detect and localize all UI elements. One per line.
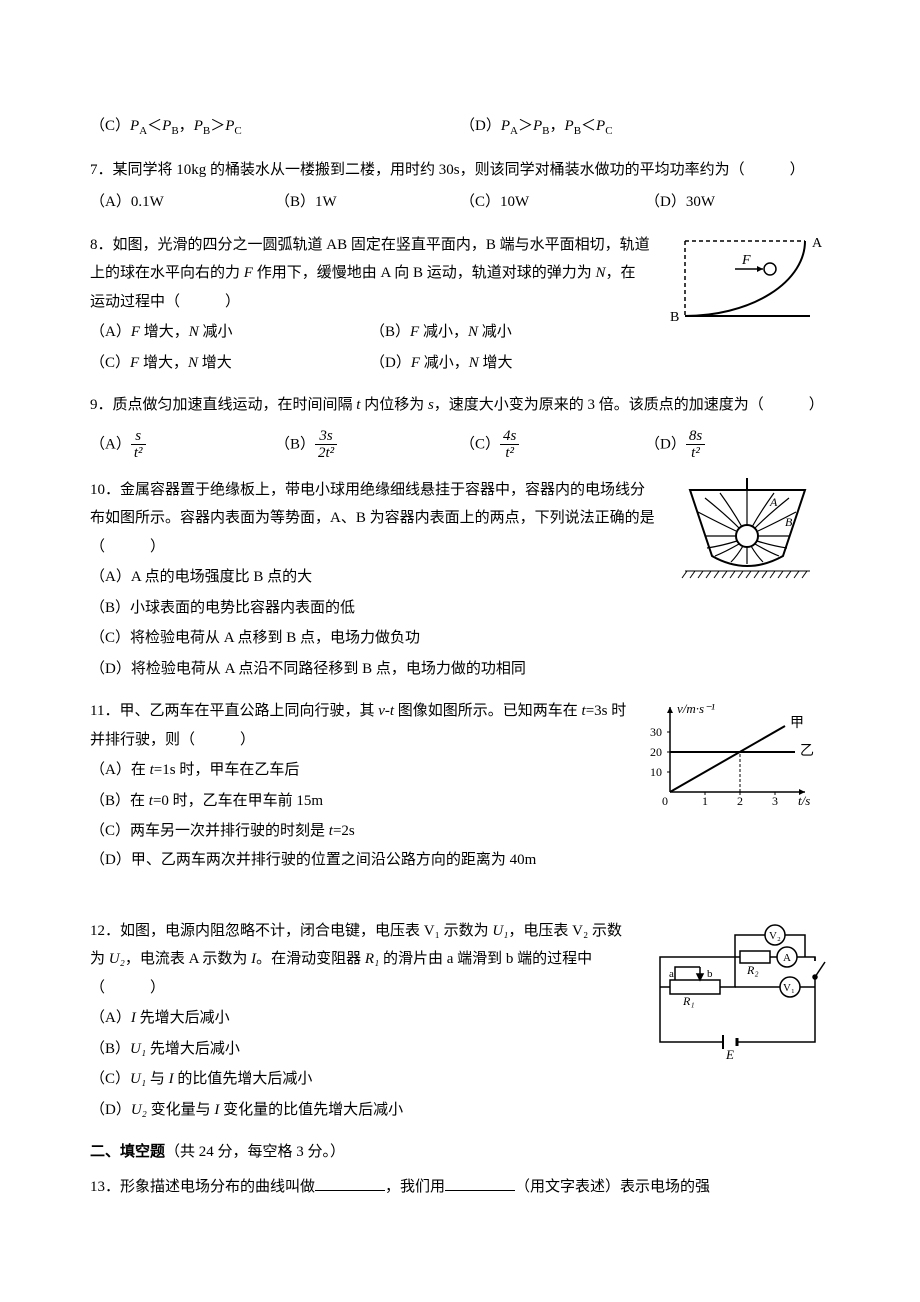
q10-figure-fieldlines: A B (665, 476, 830, 602)
q9-opt-b: （B）3s2t² (275, 428, 460, 462)
svg-text:乙: 乙 (800, 743, 814, 759)
q9-opt-d: （D）8st² (645, 428, 830, 462)
q9-opt-c: （C）4st² (460, 428, 645, 462)
svg-text:R₂: R₂ (746, 963, 759, 977)
q7-text: 7．某同学将 10kg 的桶装水从一楼搬到二楼，用时约 30s，则该同学对桶装水… (90, 156, 830, 185)
svg-text:V₁: V₁ (783, 982, 795, 994)
q8-opt-b: （B）F 减小，N 减小 (370, 318, 650, 347)
q6-opt-d: （D）PA＞PB，PB＜PC (460, 112, 830, 142)
q8-opt-d: （D）F 减小，N 增大 (370, 349, 650, 378)
q9-opt-a: （A）st² (90, 428, 275, 462)
q12-opt-b: （B）U₁ 先增大后减小 (90, 1035, 635, 1064)
question-8: 8．如图，光滑的四分之一圆弧轨道 AB 固定在竖直平面内，B 端与水平面相切，轨… (90, 231, 830, 378)
q9-text: 9．质点做匀加速直线运动，在时间间隔 t 内位移为 s，速度大小变为原来的 3 … (90, 391, 830, 420)
q12-opt-a: （A）I 先增大后减小 (90, 1004, 635, 1033)
q12-opt-d: （D）U₂ 变化量与 I 变化量的比值先增大后减小 (90, 1096, 635, 1125)
q7-opt-c: （C）10W (460, 188, 645, 217)
svg-text:1: 1 (702, 794, 708, 808)
svg-text:20: 20 (650, 745, 662, 759)
question-6-options: （C）PA＜PB，PB＞PC （D）PA＞PB，PB＜PC (90, 112, 830, 142)
svg-text:a: a (669, 968, 674, 980)
q8-text: 8．如图，光滑的四分之一圆弧轨道 AB 固定在竖直平面内，B 端与水平面相切，轨… (90, 231, 650, 317)
svg-text:A: A (812, 236, 823, 251)
q12-figure-circuit: V₂ A V₁ R₁ R₂ E a b (645, 917, 830, 1073)
svg-text:E: E (725, 1047, 734, 1062)
svg-text:v/m·s⁻¹: v/m·s⁻¹ (677, 701, 715, 716)
question-9: 9．质点做匀加速直线运动，在时间间隔 t 内位移为 s，速度大小变为原来的 3 … (90, 391, 830, 462)
q7-opt-a: （A）0.1W (90, 188, 275, 217)
svg-text:30: 30 (650, 725, 662, 739)
q6-opt-c: （C）PA＜PB，PB＞PC (90, 112, 460, 142)
q11-figure-vt-chart: v/m·s⁻¹ 10 20 30 1 2 3 0 t/s 甲 乙 (640, 697, 830, 823)
q8-figure-arc: A B F (660, 231, 830, 342)
svg-text:B: B (785, 515, 793, 529)
svg-text:甲: 甲 (790, 716, 804, 731)
q10-opt-d: （D）将检验电荷从 A 点沿不同路径移到 B 点，电场力做的功相同 (90, 655, 655, 684)
svg-text:2: 2 (737, 794, 743, 808)
question-7: 7．某同学将 10kg 的桶装水从一楼搬到二楼，用时约 30s，则该同学对桶装水… (90, 156, 830, 217)
q12-opt-c: （C）U₁ 与 I 的比值先增大后减小 (90, 1065, 635, 1094)
svg-text:V₂: V₂ (769, 930, 781, 942)
svg-text:3: 3 (772, 794, 778, 808)
svg-text:t/s: t/s (798, 793, 810, 808)
q11-text: 11．甲、乙两车在平直公路上同向行驶，其 v-t 图像如图所示。已知两车在 t=… (90, 697, 630, 754)
q11-opt-c: （C）两车另一次并排行驶的时刻是 t=2s (90, 817, 630, 846)
svg-text:A: A (783, 952, 791, 964)
question-11: 11．甲、乙两车在平直公路上同向行驶，其 v-t 图像如图所示。已知两车在 t=… (90, 697, 830, 874)
q10-opt-c: （C）将检验电荷从 A 点移到 B 点，电场力做负功 (90, 624, 655, 653)
q11-opt-a: （A）在 t=1s 时，甲车在乙车后 (90, 756, 630, 785)
q11-opt-b: （B）在 t=0 时，乙车在甲车前 15m (90, 787, 630, 816)
svg-text:B: B (670, 310, 679, 325)
question-12: 12．如图，电源内阻忽略不计，闭合电键，电压表 V₁ 示数为 U₁，电压表 V₂… (90, 917, 830, 1125)
svg-text:10: 10 (650, 765, 662, 779)
blank-2 (445, 1176, 515, 1191)
question-13: 13．形象描述电场分布的曲线叫做，我们用（用文字表述）表示电场的强 (90, 1173, 830, 1202)
q10-opt-a: （A）A 点的电场强度比 B 点的大 (90, 563, 655, 592)
svg-text:0: 0 (662, 794, 668, 808)
svg-text:A: A (769, 495, 778, 509)
svg-text:b: b (707, 968, 713, 980)
svg-text:F: F (741, 253, 751, 268)
q7-opt-b: （B）1W (275, 188, 460, 217)
blank-1 (315, 1176, 385, 1191)
q11-opt-d: （D）甲、乙两车两次并排行驶的位置之间沿公路方向的距离为 40m (90, 846, 830, 875)
q10-text: 10．金属容器置于绝缘板上，带电小球用绝缘细线悬挂于容器中，容器内的电场线分布如… (90, 476, 655, 562)
q8-opt-a: （A）F 增大，N 减小 (90, 318, 370, 347)
q8-opt-c: （C）F 增大，N 增大 (90, 349, 370, 378)
svg-text:R₁: R₁ (682, 994, 695, 1008)
section-2-title: 二、填空题（共 24 分，每空格 3 分。） (90, 1138, 830, 1167)
q7-opt-d: （D）30W (645, 188, 830, 217)
q12-text: 12．如图，电源内阻忽略不计，闭合电键，电压表 V₁ 示数为 U₁，电压表 V₂… (90, 917, 635, 1003)
question-10: 10．金属容器置于绝缘板上，带电小球用绝缘细线悬挂于容器中，容器内的电场线分布如… (90, 476, 830, 684)
q10-opt-b: （B）小球表面的电势比容器内表面的低 (90, 594, 655, 623)
